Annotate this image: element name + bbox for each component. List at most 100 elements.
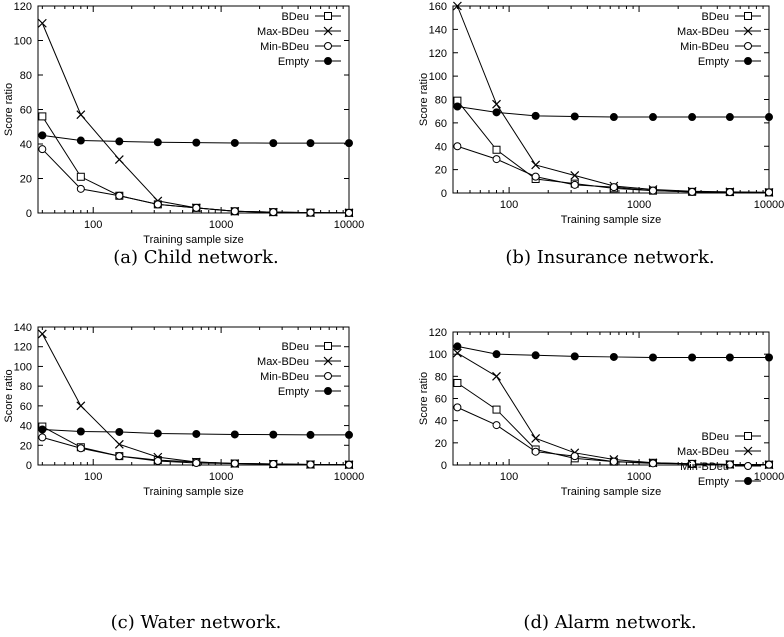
data-point bbox=[453, 342, 462, 351]
legend-marker bbox=[743, 26, 753, 36]
x-tick-label: 10000 bbox=[334, 471, 365, 483]
x-tick-label: 10000 bbox=[754, 471, 784, 483]
data-point bbox=[570, 352, 579, 361]
chart-panel-4: 0 20 40 60 80 100 120 100 1000 10000 Training samp… bbox=[418, 327, 784, 633]
legend-marker bbox=[324, 372, 332, 380]
legend-marker bbox=[744, 432, 752, 440]
legend-marker bbox=[323, 26, 333, 36]
panel-caption: (c) Water network. bbox=[111, 612, 282, 633]
data-point bbox=[531, 160, 541, 170]
y-tick-label: 60 bbox=[20, 105, 32, 117]
series-min-bdeu bbox=[38, 433, 353, 469]
legend: BDeu Max-BDeu Min-BDeu Empty bbox=[257, 11, 341, 68]
legend-marker bbox=[744, 42, 752, 50]
data-point bbox=[531, 351, 540, 360]
x-tick-label: 1000 bbox=[627, 471, 651, 483]
y-axis-label: Score ratio bbox=[418, 372, 430, 425]
data-point bbox=[570, 171, 580, 180]
y-tick-label: 40 bbox=[20, 421, 32, 433]
data-point bbox=[765, 113, 773, 122]
y-tick-label: 140 bbox=[429, 24, 447, 36]
y-tick-label: 80 bbox=[435, 371, 447, 383]
data-point bbox=[492, 155, 501, 164]
x-axis-label: Training sample size bbox=[561, 486, 661, 498]
x-tick-label: 1000 bbox=[627, 199, 651, 211]
data-point bbox=[306, 208, 315, 217]
data-point bbox=[345, 430, 353, 439]
legend-label: Empty bbox=[698, 56, 730, 68]
data-point bbox=[453, 378, 462, 387]
legend-label: Min-BDeu bbox=[260, 371, 309, 383]
data-point bbox=[765, 353, 773, 362]
legend-label: Min-BDeu bbox=[680, 461, 729, 473]
x-tick-label: 1000 bbox=[209, 471, 233, 483]
legend-marker bbox=[324, 12, 332, 20]
data-point bbox=[531, 447, 540, 456]
data-point bbox=[76, 110, 86, 120]
data-point bbox=[345, 208, 353, 217]
x-tick-label: 100 bbox=[84, 471, 102, 483]
y-tick-label: 0 bbox=[26, 460, 32, 472]
data-point bbox=[492, 371, 501, 381]
y-axis-label: Score ratio bbox=[3, 369, 15, 422]
data-point bbox=[38, 112, 47, 121]
data-point bbox=[452, 348, 462, 358]
legend-label: Empty bbox=[698, 476, 730, 488]
y-tick-label: 100 bbox=[14, 36, 32, 48]
y-tick-label: 20 bbox=[20, 440, 32, 452]
data-point bbox=[153, 138, 162, 147]
data-point bbox=[492, 99, 501, 109]
series-empty bbox=[453, 342, 773, 362]
data-point bbox=[452, 1, 462, 11]
y-tick-label: 20 bbox=[20, 174, 32, 186]
y-tick-label: 20 bbox=[435, 438, 447, 450]
data-point bbox=[531, 111, 540, 120]
data-point bbox=[306, 430, 315, 439]
legend-label: BDeu bbox=[701, 11, 729, 23]
data-point bbox=[38, 433, 47, 442]
data-point bbox=[76, 136, 85, 145]
series-line bbox=[41, 333, 350, 466]
data-point bbox=[230, 207, 239, 216]
chart-panel-1: 0 20 40 60 80 100 120 100 1000 10000 Training samp… bbox=[3, 1, 364, 268]
data-point bbox=[76, 427, 85, 436]
data-point bbox=[453, 142, 462, 151]
y-tick-label: 80 bbox=[20, 70, 32, 82]
data-point bbox=[725, 188, 734, 197]
data-point bbox=[76, 172, 85, 181]
series-empty bbox=[38, 131, 353, 148]
legend: BDeu Max-BDeu Min-BDeu Empty bbox=[257, 341, 341, 398]
data-point bbox=[38, 145, 47, 154]
data-point bbox=[192, 459, 201, 468]
data-point bbox=[269, 139, 278, 148]
x-tick-label: 10000 bbox=[754, 199, 784, 211]
y-tick-label: 120 bbox=[429, 327, 447, 339]
series-empty bbox=[38, 425, 353, 439]
legend-label: BDeu bbox=[701, 431, 729, 443]
legend-marker bbox=[743, 446, 753, 456]
data-point bbox=[114, 155, 124, 164]
x-tick-label: 100 bbox=[500, 471, 518, 483]
legend-marker bbox=[744, 57, 752, 65]
data-point bbox=[345, 460, 353, 469]
data-point bbox=[609, 352, 618, 361]
data-point bbox=[230, 459, 239, 468]
data-point bbox=[609, 457, 618, 466]
y-tick-label: 120 bbox=[429, 48, 447, 60]
data-point bbox=[153, 457, 162, 466]
y-tick-label: 160 bbox=[429, 1, 447, 13]
data-point bbox=[492, 145, 501, 154]
data-point bbox=[38, 425, 47, 434]
data-point bbox=[115, 191, 124, 200]
data-point bbox=[648, 186, 657, 195]
data-point bbox=[531, 172, 540, 181]
legend-label: BDeu bbox=[281, 341, 309, 353]
data-point bbox=[192, 203, 201, 212]
legend-label: Min-BDeu bbox=[680, 41, 729, 53]
series-min-bdeu bbox=[453, 142, 773, 197]
legend-marker bbox=[744, 462, 752, 470]
y-tick-label: 100 bbox=[429, 349, 447, 361]
series-min-bdeu bbox=[453, 403, 773, 469]
legend-marker bbox=[324, 57, 332, 65]
y-tick-label: 0 bbox=[441, 188, 447, 200]
